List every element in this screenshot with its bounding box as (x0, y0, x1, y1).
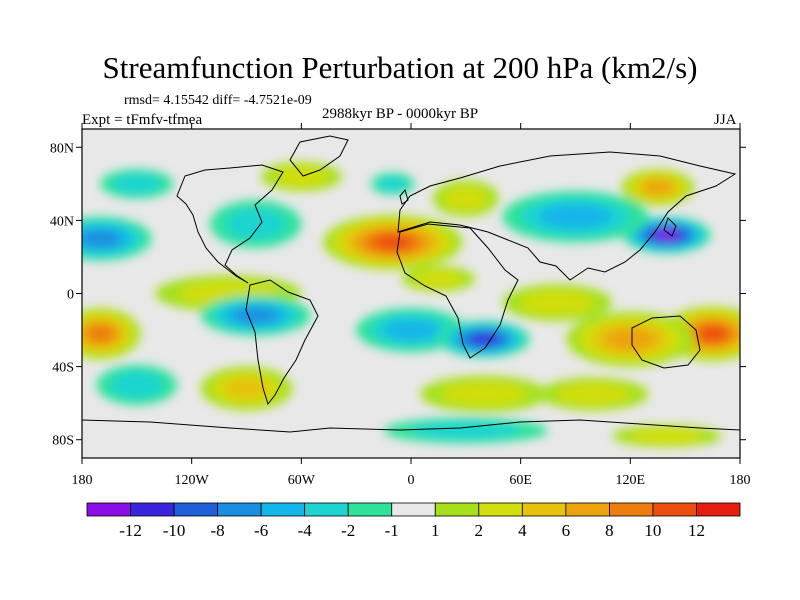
anomaly-field (82, 129, 740, 458)
period-label: 2988kyr BP - 0000kyr BP (322, 106, 479, 122)
stats-line: rmsd= 4.15542 diff= -4.7521e-09 (124, 93, 312, 108)
colorbar-label: -4 (298, 521, 313, 540)
colorbar-swatch (565, 502, 610, 517)
anomaly-center-3 (621, 169, 695, 206)
colorbar-swatch (521, 502, 567, 517)
x-tick-label: 0 (408, 473, 415, 488)
colorbar-swatch (434, 502, 480, 517)
colorbar-swatch (260, 502, 306, 517)
colorbar-label: -8 (211, 521, 225, 540)
colorbar-label: 8 (605, 521, 614, 540)
colorbar-swatch (391, 502, 436, 517)
coastlines (82, 135, 740, 433)
colorbar-swatch (304, 502, 349, 517)
colorbar-swatch (696, 502, 741, 517)
anomaly-center-21 (420, 375, 549, 413)
coastline-antarctica (82, 419, 740, 433)
anomaly-center-2 (502, 191, 649, 243)
colorbar-label: -10 (163, 521, 186, 540)
anomaly-center-9 (100, 169, 174, 199)
y-tick-label: 80N (50, 141, 74, 156)
colorbar-swatch (652, 502, 697, 517)
anomaly-center-5 (209, 200, 302, 248)
chart-title: Streamfunction Perturbation at 200 hPa (… (102, 50, 698, 85)
colorbar-label: 10 (644, 521, 661, 540)
coastline-north-america (176, 164, 284, 284)
season-label: JJA (714, 112, 737, 128)
colorbar: -12 -10 -8 -6 -4 -2 -1 1 2 4 6 8 10 12 (86, 502, 741, 540)
anomaly-center-20 (200, 366, 293, 411)
coastline-australia (631, 315, 701, 369)
colorbar-label: 6 (562, 521, 571, 540)
x-tick-label: 180 (730, 473, 751, 488)
anomaly-center-11 (200, 295, 311, 336)
x-tick-label: 120E (616, 473, 646, 488)
anomaly-center-15 (82, 308, 141, 360)
y-tick-label: 40N (50, 214, 74, 229)
colorbar-swatch (609, 502, 654, 517)
axes: 180 120W 60W 0 60E 120E 180 80N 40N 0 40S 80S (50, 123, 751, 488)
colorbar-swatch (217, 502, 262, 517)
colorbar-label: -12 (119, 521, 142, 540)
colorbar-label: 4 (518, 521, 527, 540)
colorbar-swatch (478, 502, 523, 517)
colorbar-swatch (173, 502, 218, 517)
anomaly-center-8 (370, 172, 415, 195)
colorbar-label: 2 (475, 521, 484, 540)
coastline-japan (663, 217, 677, 237)
anomaly-center-12 (356, 308, 466, 352)
colorbar-swatch (130, 502, 175, 517)
colorbar-label: -2 (341, 521, 355, 540)
anomaly-center-19 (96, 364, 178, 405)
x-tick-label: 60W (288, 473, 316, 488)
anomaly-center-18 (502, 284, 613, 321)
anomaly-center-24 (612, 425, 722, 448)
anomaly-center-1 (623, 216, 711, 254)
coastline-british-isles (399, 188, 409, 205)
anomaly-center-4 (432, 180, 499, 217)
anomaly-center-17 (566, 311, 695, 367)
coastline-south-america (245, 279, 319, 406)
anomaly-center-22 (538, 377, 649, 411)
colorbar-swatch (86, 502, 131, 517)
y-tick-label: 40S (52, 361, 74, 376)
x-tick-label: 60E (509, 473, 532, 488)
experiment-label: Expt = tFmfv-tfmea (82, 112, 203, 128)
x-tick-label: 120W (175, 473, 210, 488)
x-tick-label: 180 (72, 473, 93, 488)
colorbar-label: 12 (688, 521, 705, 540)
coastline-greenland (289, 135, 349, 177)
y-tick-label: 0 (67, 288, 74, 303)
anomaly-center-6 (82, 216, 152, 261)
anomaly-center-7 (261, 161, 342, 192)
colorbar-label: -6 (254, 521, 268, 540)
y-tick-label: 80S (52, 434, 74, 449)
coastline-africa (396, 223, 519, 359)
anomaly-center-13 (438, 320, 530, 358)
coastline-eurasia (397, 151, 737, 281)
colorbar-swatch (347, 502, 393, 517)
anomaly-center-0 (323, 214, 463, 270)
colorbar-label: 1 (431, 521, 440, 540)
anomaly-center-14 (401, 266, 475, 292)
colorbar-label: -1 (385, 521, 399, 540)
